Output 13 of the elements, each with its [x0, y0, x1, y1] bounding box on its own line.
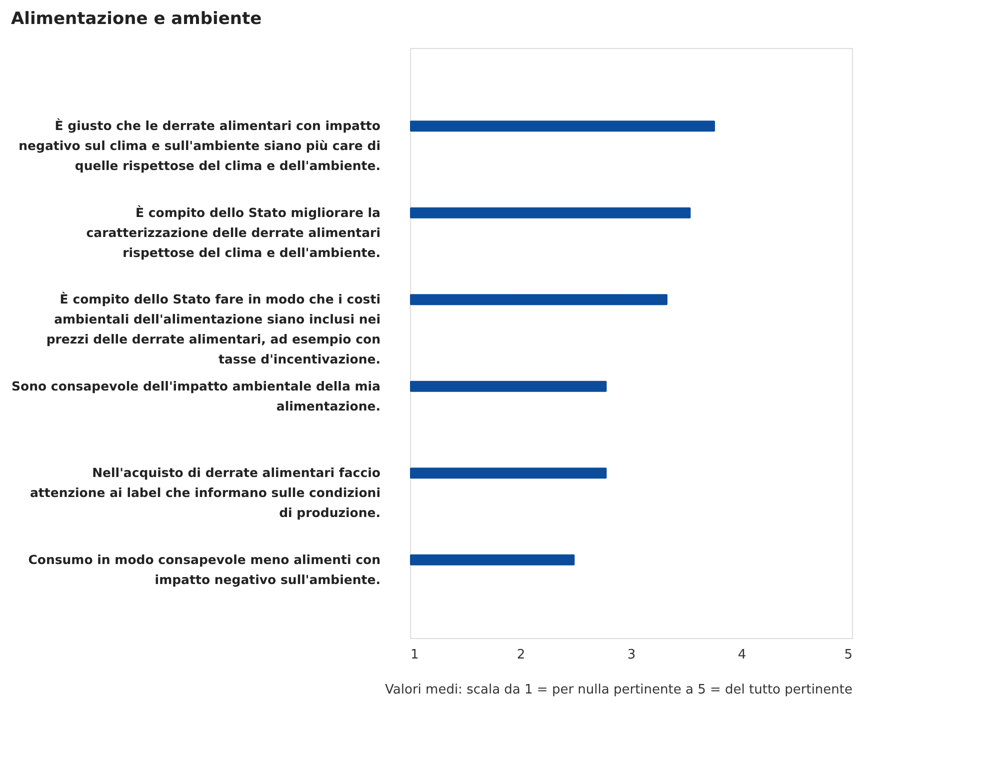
y-tick-label: Sono consapevole dell'impatto ambientale della mia alimentazione.	[11, 378, 380, 414]
y-tick-label: È compito dello Stato fare in modo che i costi ambientali dell'alimentazione siano inclusi nei prezzi delle derrate alimentari, ad esempio con tasse d'incentivazione.	[46, 292, 380, 367]
x-tick-label: 5	[844, 648, 852, 662]
y-tick-label: Nell'acquisto di derrate alimentari faccio attenzione ai label che informano sulle condizioni di produzione.	[30, 465, 381, 520]
y-tick-label: È giusto che le derrate alimentari con impatto negativo sul clima e sull'ambiente siano più care di quelle rispettose del clima e dell'ambiente.	[18, 118, 381, 174]
x-tick-label: 3	[627, 648, 636, 662]
text: Alimentazione e ambiente	[11, 9, 262, 29]
y-tick-label: È compito dello Stato migliorare la caratterizzazione delle derrate alimentari rispettose del clima e dell'ambiente.	[86, 204, 380, 260]
x-tick-label: 4	[738, 648, 746, 662]
text: Valori medi: scala da 1 = per nulla pertinente a 5 = del tutto pertinente	[385, 682, 852, 698]
x-tick-label: 2	[516, 648, 526, 662]
y-tick-label: Consumo in modo consapevole meno alimenti con impatto negativo sull'ambiente.	[28, 552, 380, 587]
x-tick-label: 1	[410, 648, 419, 662]
